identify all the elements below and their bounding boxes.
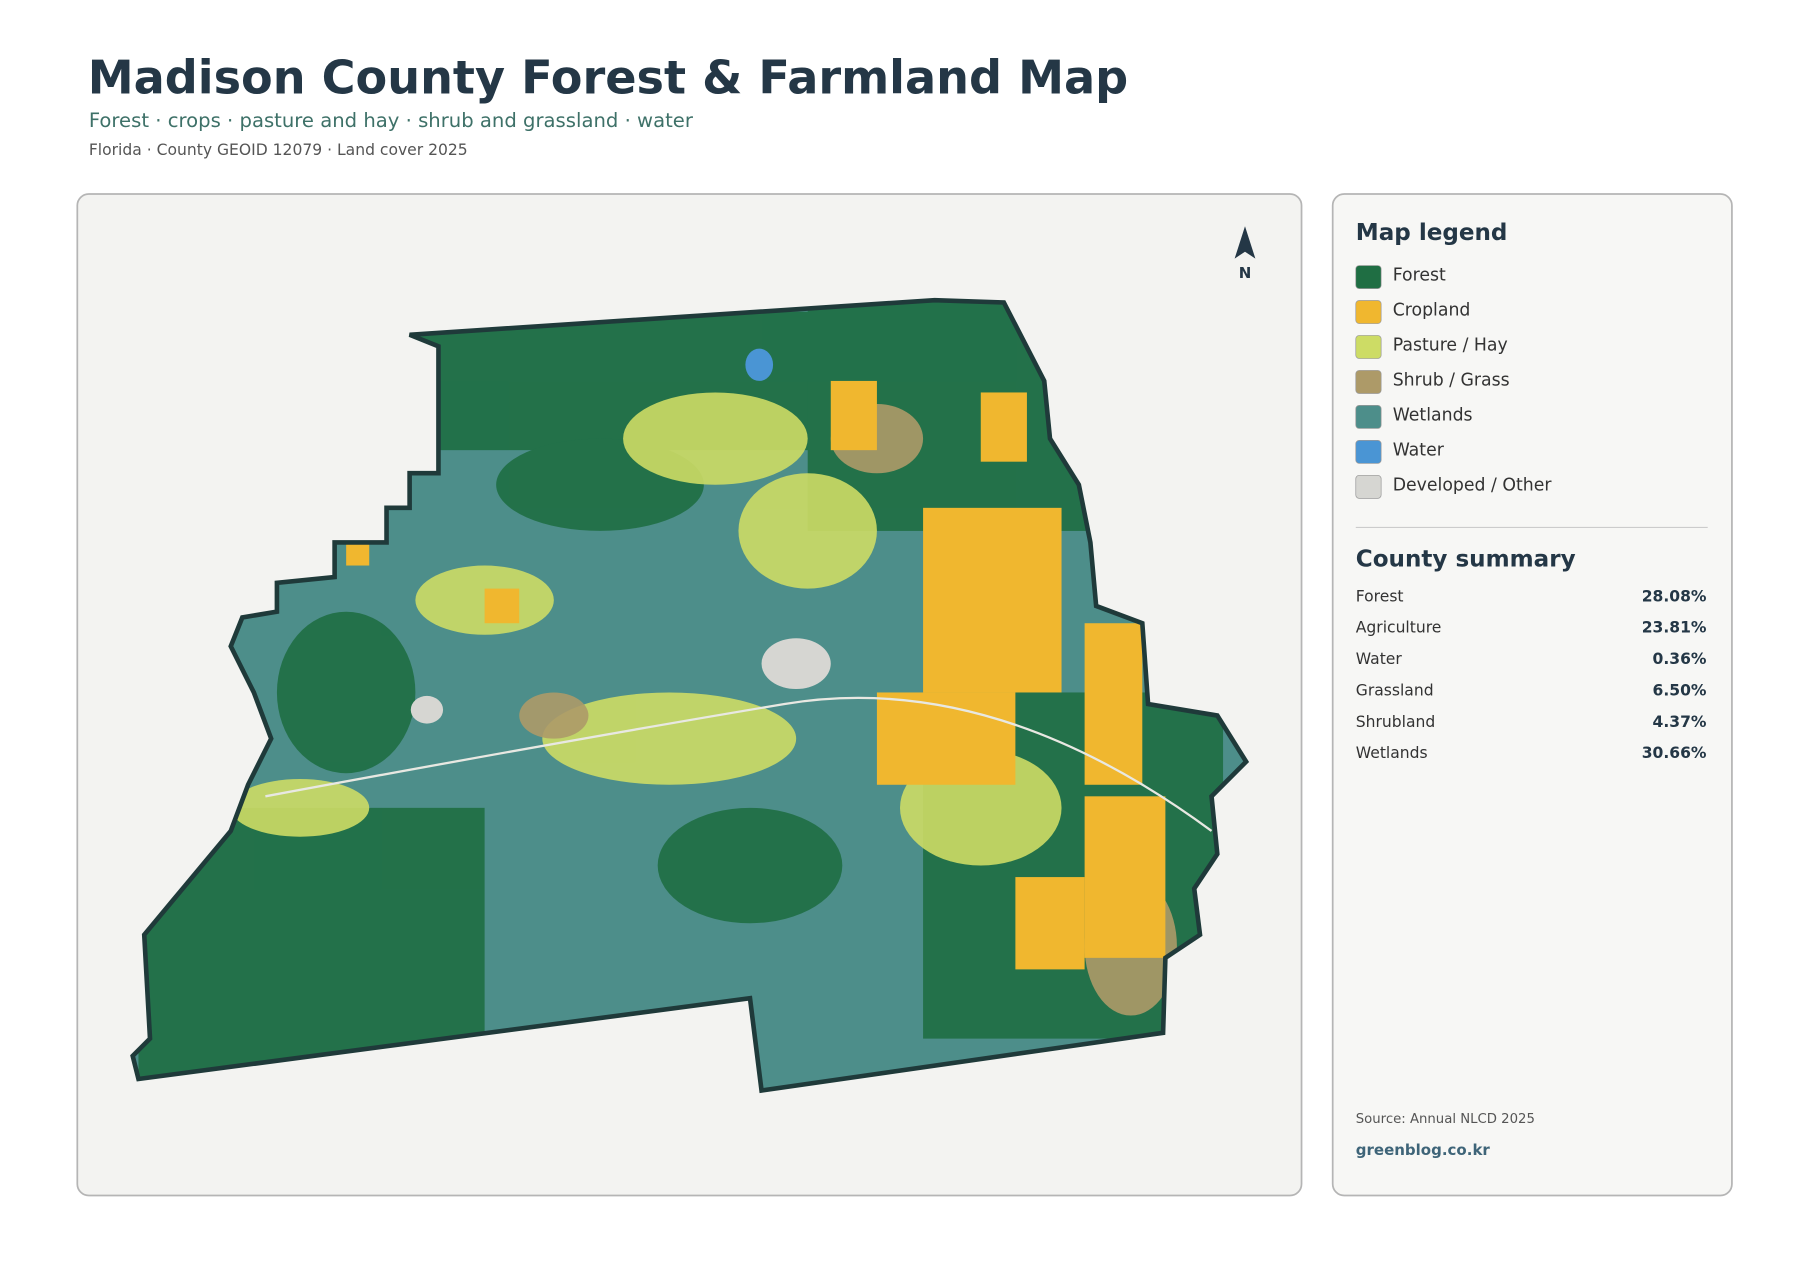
summary-value: 6.50% bbox=[1653, 681, 1707, 699]
legend-swatch bbox=[1355, 405, 1382, 429]
summary-value: 23.81% bbox=[1642, 619, 1707, 637]
summary-label: Shrubland bbox=[1356, 713, 1435, 731]
side-panel bbox=[1331, 193, 1733, 1197]
subtitle: Forest · crops · pasture and hay · shrub… bbox=[89, 109, 694, 132]
legend: Forest Cropland Pasture / Hay Shrub / Grass… bbox=[1355, 265, 1553, 499]
legend-label: Wetlands bbox=[1393, 405, 1473, 425]
summary-value: 4.37% bbox=[1653, 713, 1707, 731]
summary-value: 30.66% bbox=[1642, 744, 1707, 762]
summary-label: Water bbox=[1356, 650, 1403, 668]
legend-swatch bbox=[1355, 300, 1382, 324]
legend-label: Cropland bbox=[1393, 301, 1471, 321]
legend-swatch bbox=[1355, 439, 1382, 464]
north-arrow bbox=[1234, 226, 1256, 259]
legend-label: Forest bbox=[1393, 266, 1446, 286]
legend-label: Water bbox=[1393, 440, 1445, 460]
legend-label: Developed / Other bbox=[1393, 475, 1553, 495]
summary-value: 0.36% bbox=[1653, 650, 1707, 668]
title: Madison County Forest & Farmland Map bbox=[88, 51, 1128, 105]
summary-table: Forest 28.08% Agriculture 23.81% Water 0.36% G… bbox=[1356, 587, 1707, 762]
summary-label: Wetlands bbox=[1356, 744, 1428, 762]
meta: Florida · County GEOID 12079 · Land cove… bbox=[89, 141, 468, 159]
source: Source: Annual NLCD 2025 bbox=[1356, 1112, 1535, 1127]
summary-label: Grassland bbox=[1356, 681, 1434, 699]
summary-title: County summary bbox=[1356, 547, 1576, 573]
site: greenblog.co.kr bbox=[1356, 1141, 1491, 1159]
legend-title: Map legend bbox=[1356, 220, 1508, 246]
county-outline bbox=[130, 297, 1250, 1094]
summary-label: Forest bbox=[1356, 587, 1404, 605]
legend-swatch bbox=[1355, 265, 1382, 289]
legend-swatch bbox=[1355, 474, 1382, 499]
legend-label: Pasture / Hay bbox=[1393, 335, 1508, 355]
north-label: N bbox=[1239, 264, 1252, 282]
summary-label: Agriculture bbox=[1356, 619, 1442, 637]
legend-swatch bbox=[1355, 335, 1382, 359]
summary-value: 28.08% bbox=[1642, 587, 1707, 605]
legend-swatch bbox=[1355, 370, 1382, 394]
legend-label: Shrub / Grass bbox=[1393, 370, 1510, 390]
